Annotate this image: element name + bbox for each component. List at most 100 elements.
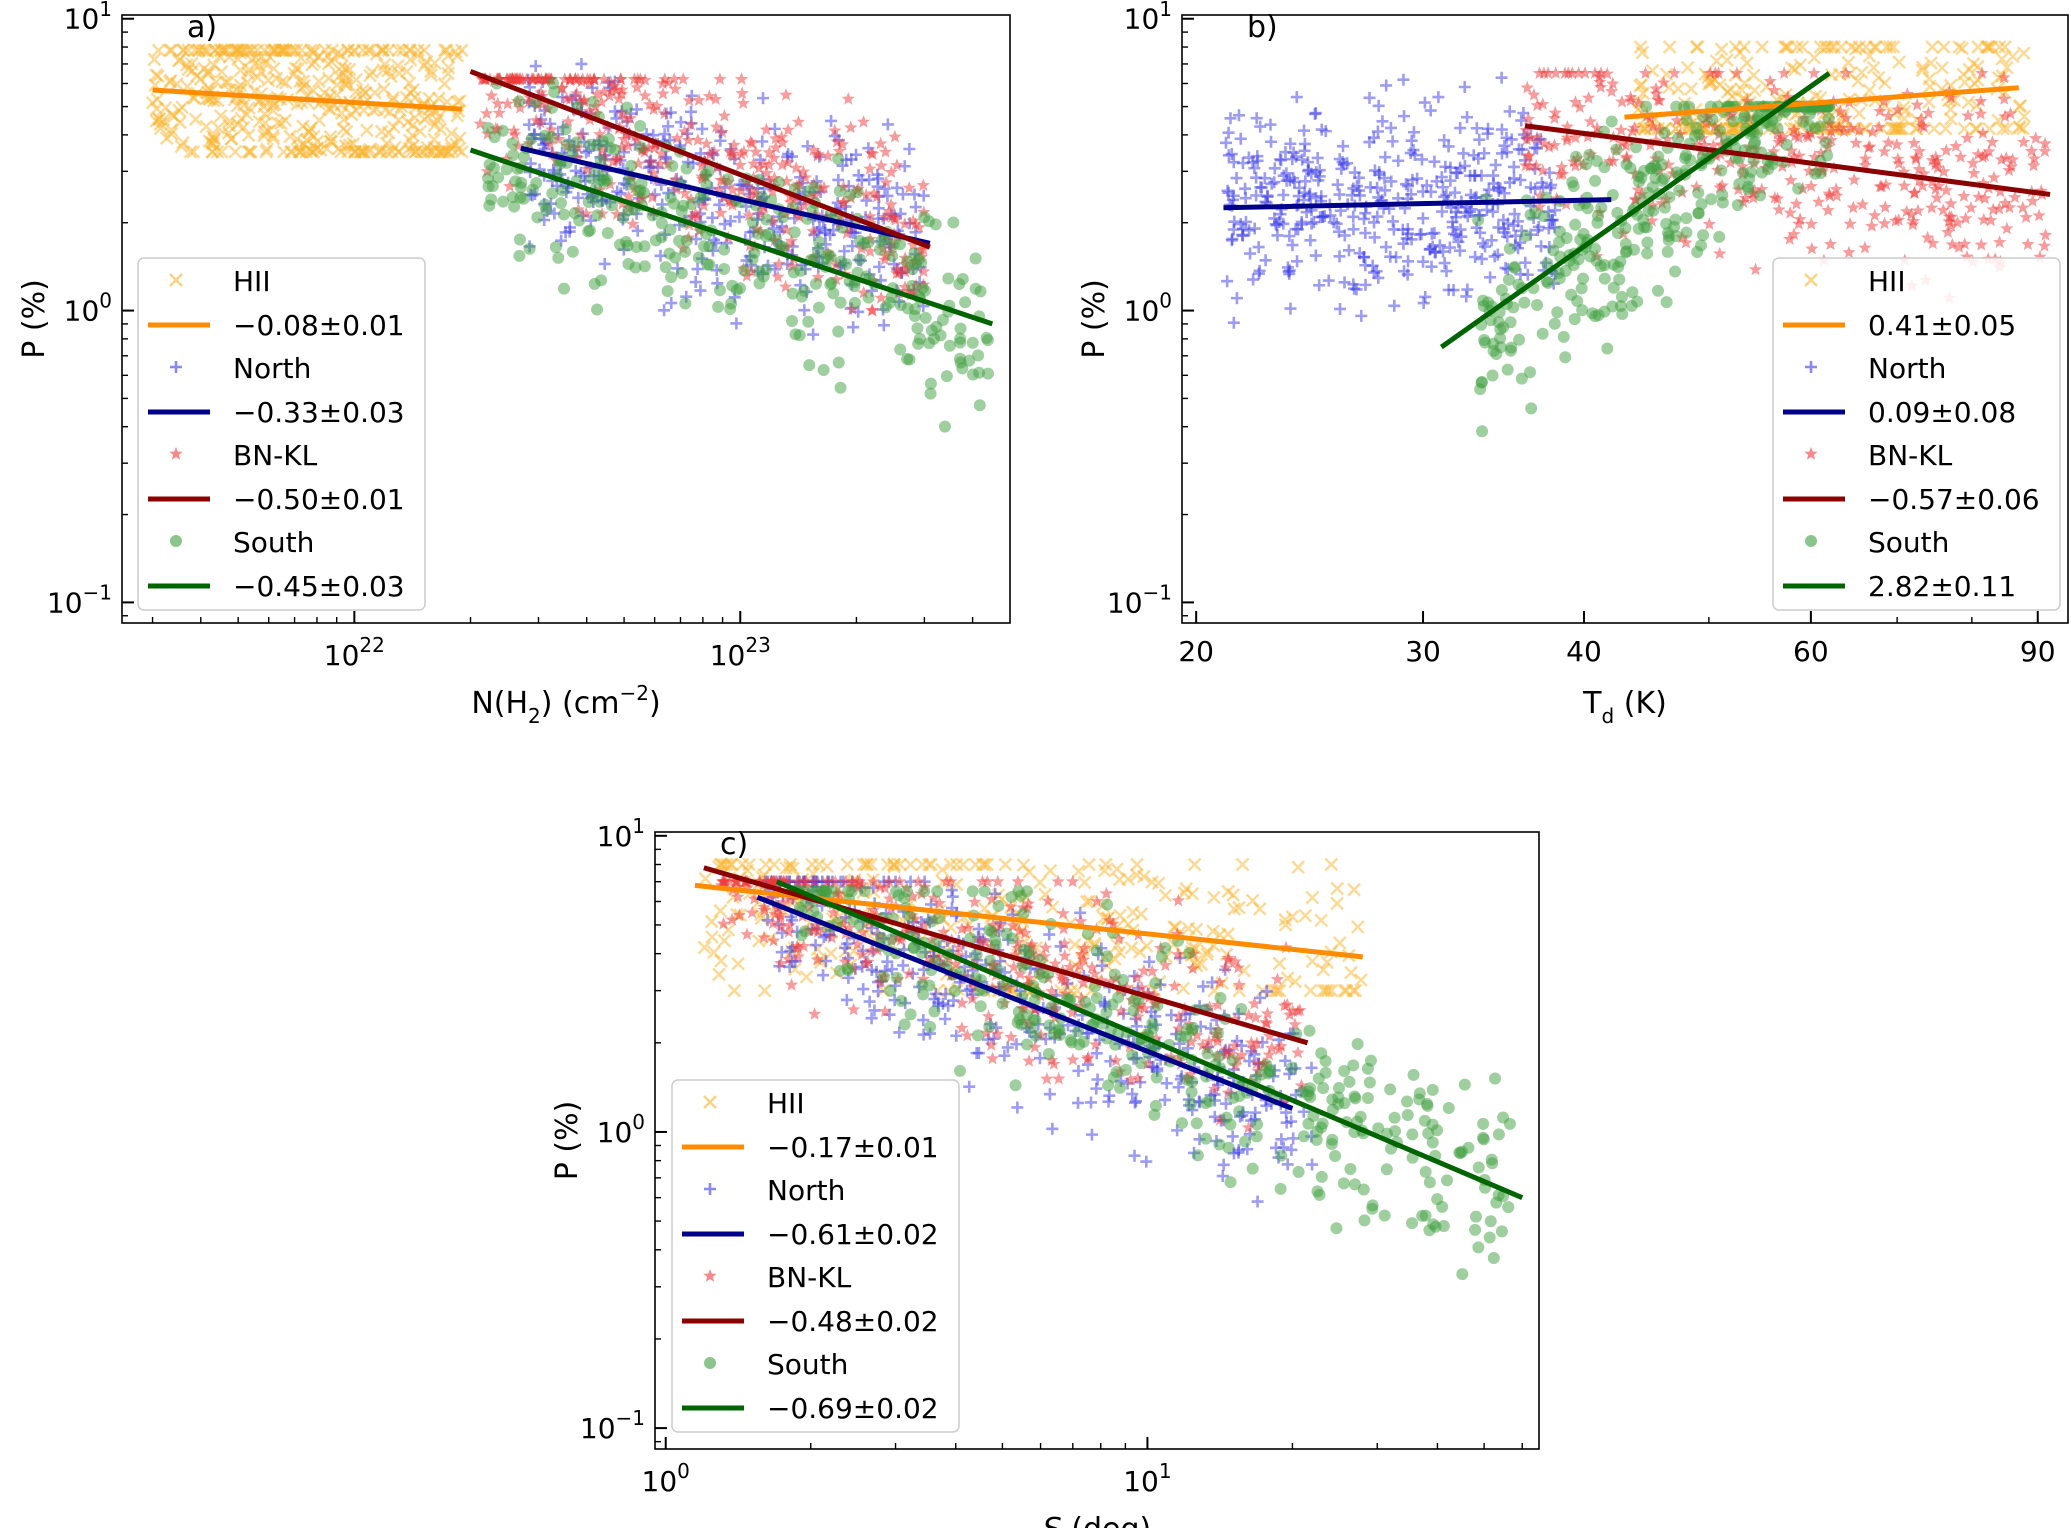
- data-point-bn-kl: [1833, 104, 1847, 118]
- data-point-hii: [887, 859, 902, 874]
- data-point-bn-kl: [891, 931, 905, 944]
- data-point-south: [1347, 1059, 1360, 1072]
- data-point-bn-kl: [1939, 183, 1953, 197]
- data-point-south: [788, 226, 801, 239]
- data-point-north: [846, 240, 859, 253]
- data-point-bn-kl: [784, 234, 799, 247]
- data-point-bn-kl: [1561, 66, 1575, 79]
- x-tick-label: 101: [1123, 1459, 1171, 1498]
- data-point-bn-kl: [1911, 203, 1925, 217]
- data-point-north: [1463, 205, 1476, 218]
- data-point-north: [706, 211, 719, 224]
- data-point-hii: [183, 144, 198, 159]
- data-point-north: [1230, 292, 1243, 305]
- data-point-south: [1625, 299, 1638, 312]
- data-point-south: [974, 1000, 987, 1013]
- legend-label-north: North: [1868, 352, 1946, 385]
- data-point-south: [1239, 1135, 1252, 1148]
- data-point-north: [1222, 126, 1235, 139]
- data-point-north: [819, 954, 832, 967]
- data-point-bn-kl: [779, 88, 793, 101]
- data-point-bn-kl: [886, 209, 900, 223]
- data-point-north: [1528, 141, 1541, 154]
- legend-slope-bn-kl: −0.57±0.06: [1868, 483, 2040, 516]
- data-point-hii: [222, 50, 237, 64]
- data-point-south: [517, 150, 530, 163]
- data-point-bn-kl: [1975, 66, 1989, 79]
- data-point-hii: [943, 857, 958, 872]
- data-point-south: [853, 234, 866, 247]
- data-point-north: [1221, 275, 1234, 288]
- data-point-hii: [2016, 121, 2030, 136]
- data-point-hii: [414, 144, 428, 159]
- data-point-bn-kl: [850, 880, 864, 894]
- data-point-bn-kl: [571, 151, 585, 164]
- data-point-bn-kl: [1746, 191, 1761, 204]
- data-point-hii: [174, 139, 189, 154]
- data-point-south: [1780, 138, 1793, 151]
- data-point-north: [689, 276, 702, 289]
- fit-line-north: [1223, 197, 1612, 211]
- data-point-south: [1304, 1082, 1317, 1095]
- data-point-bn-kl: [543, 137, 557, 150]
- data-point-bn-kl: [1004, 1030, 1018, 1043]
- data-point-bn-kl: [642, 140, 656, 154]
- data-point-bn-kl: [1987, 170, 2001, 184]
- data-point-north: [1514, 268, 1527, 281]
- data-point-bn-kl: [695, 158, 709, 172]
- data-point-south: [973, 399, 986, 412]
- data-point-hii: [864, 857, 878, 872]
- data-point-south: [1378, 1209, 1391, 1222]
- data-point-south: [1235, 1003, 1248, 1016]
- data-point-bn-kl: [1057, 921, 1071, 935]
- data-point-bn-kl: [1536, 163, 1550, 177]
- data-point-bn-kl: [1522, 159, 1537, 172]
- legend-label-north: North: [767, 1174, 845, 1207]
- data-point-hii: [266, 131, 281, 146]
- data-point-hii: [1737, 40, 1751, 54]
- data-point-north: [1444, 174, 1457, 187]
- data-point-bn-kl: [731, 890, 745, 903]
- x-tick-label: 30: [1405, 635, 1441, 668]
- data-point-south: [759, 230, 772, 243]
- data-point-bn-kl: [752, 161, 766, 174]
- data-point-bn-kl: [783, 893, 797, 906]
- data-point-hii: [1897, 111, 1912, 126]
- data-point-bn-kl: [507, 124, 521, 137]
- data-point-north: [1334, 302, 1347, 315]
- data-point-bn-kl: [1784, 173, 1798, 187]
- data-point-hii: [1790, 40, 1804, 54]
- data-point-south: [1119, 1063, 1132, 1076]
- data-point-hii: [1862, 83, 1877, 98]
- data-point-north: [1336, 140, 1349, 153]
- data-point-bn-kl: [1137, 964, 1151, 977]
- data-point-north: [1368, 231, 1381, 244]
- data-point-south: [1260, 1058, 1273, 1071]
- data-point-south: [547, 77, 560, 90]
- data-point-north: [1542, 222, 1555, 235]
- data-point-bn-kl: [2032, 208, 2046, 222]
- data-point-hii: [1924, 56, 1938, 70]
- data-point-south: [635, 141, 648, 154]
- data-point-north: [1388, 299, 1401, 312]
- data-point-hii: [374, 142, 389, 157]
- data-point-south: [1009, 1079, 1022, 1092]
- data-point-north: [809, 939, 822, 952]
- data-point-bn-kl: [1777, 66, 1791, 79]
- data-point-south: [680, 162, 693, 175]
- data-point-hii: [205, 144, 220, 159]
- data-point-bn-kl: [1095, 973, 1109, 987]
- data-point-bn-kl: [560, 91, 574, 105]
- data-point-south: [1669, 213, 1682, 226]
- data-point-bn-kl: [1725, 107, 1739, 121]
- legend: HII0.41±0.05North0.09±0.08BN-KL−0.57±0.0…: [1772, 257, 2061, 611]
- data-point-south: [1553, 225, 1566, 238]
- data-point-north: [694, 284, 707, 297]
- data-point-hii: [427, 118, 442, 133]
- data-point-bn-kl: [1976, 176, 1990, 189]
- data-point-north: [1529, 182, 1542, 195]
- data-point-south: [1568, 313, 1581, 326]
- data-point-hii: [424, 68, 438, 83]
- data-point-bn-kl: [1288, 1017, 1302, 1031]
- data-point-hii: [1278, 918, 1293, 932]
